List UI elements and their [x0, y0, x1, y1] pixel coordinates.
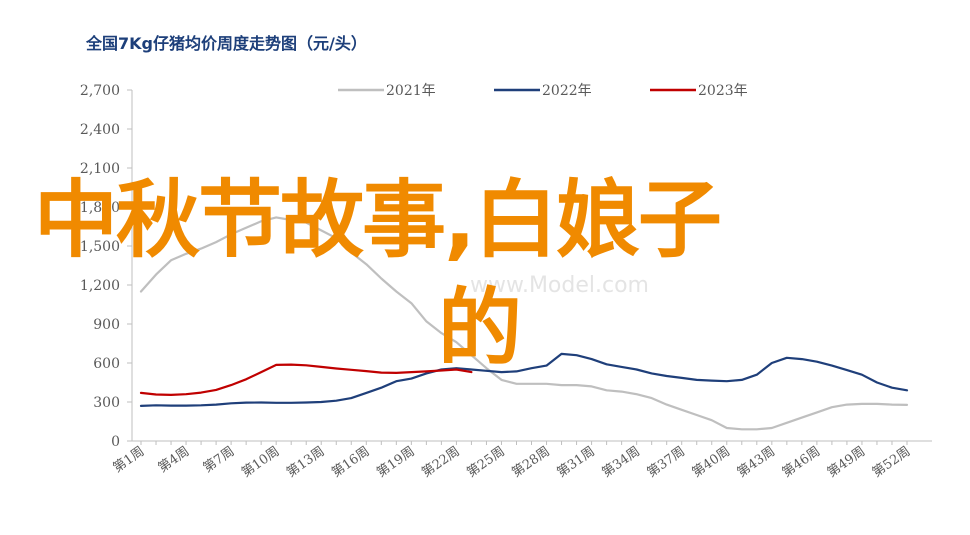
x-tick-label: 第13周 [284, 444, 327, 481]
series-line [139, 216, 909, 431]
y-tick-label: 1,200 [80, 278, 120, 294]
x-tick-label-group: 第31周 [554, 444, 597, 481]
y-tick-label: 1,500 [80, 239, 120, 255]
x-tick-label: 第7周 [201, 444, 238, 476]
y-tick-label: 900 [93, 317, 120, 333]
y-tick-label: 2,400 [80, 122, 120, 138]
y-tick-label: 0 [111, 434, 120, 450]
x-tick-label: 第40周 [690, 444, 733, 481]
chart-title: 全国7Kg仔猪均价周度走势图（元/头） [86, 34, 367, 53]
x-tick-label-group: 第25周 [464, 444, 507, 481]
x-tick-label-group: 第28周 [509, 444, 552, 481]
x-tick-label: 第25周 [464, 444, 507, 481]
x-tick-label: 第4周 [156, 444, 193, 476]
x-tick-label-group: 第52周 [870, 444, 913, 481]
legend-group: 2021年 2022年 2023年 [338, 83, 748, 99]
x-tick-label: 第31周 [554, 444, 597, 481]
x-tick-label: 第46周 [780, 444, 823, 481]
x-tick-label: 第43周 [735, 444, 778, 481]
legend-label: 2023年 [698, 83, 748, 99]
y-tick-label: 300 [93, 395, 120, 411]
x-tick-label-group: 第49周 [825, 444, 868, 481]
series-line [139, 352, 909, 407]
x-tick-label-group: 第16周 [329, 444, 372, 481]
overlay-headline: 中秋节故事,白娘子 [34, 171, 722, 269]
x-tick-label-group: 第43周 [735, 444, 778, 481]
y-tick-label: 2,700 [80, 83, 120, 99]
x-tick-label: 第28周 [509, 444, 552, 481]
x-tick-label-group: 第37周 [645, 444, 688, 481]
x-tick-label: 第22周 [419, 444, 462, 481]
x-tick-label: 第49周 [825, 444, 868, 481]
series-group [139, 216, 909, 431]
x-tick-label-group: 第4周 [156, 444, 193, 476]
x-tick-label-group: 第34周 [599, 444, 642, 481]
series-line [139, 363, 473, 396]
x-tick-label: 第37周 [645, 444, 688, 481]
x-tick-label: 第10周 [239, 444, 282, 481]
overlay-headline-continued: 的 [438, 279, 523, 377]
x-tick-label: 第19周 [374, 444, 417, 481]
x-tick-label-group: 第40周 [690, 444, 733, 481]
legend-label: 2021年 [386, 83, 436, 99]
watermark: www.Model.com [470, 273, 649, 298]
x-tick-label-group: 第13周 [284, 444, 327, 481]
x-tick-label: 第52周 [870, 444, 913, 481]
x-tick-label-group: 第10周 [239, 444, 282, 481]
x-tick-label-group: 第19周 [374, 444, 417, 481]
y-tick-label: 600 [93, 356, 120, 372]
x-tick-label-group: 第7周 [201, 444, 238, 476]
x-tick-label-group: 第46周 [780, 444, 823, 481]
x-tick-label: 第16周 [329, 444, 372, 481]
y-tick-label: 1,800 [80, 200, 120, 216]
x-tick-label: 第34周 [599, 444, 642, 481]
x-tick-label-group: 第22周 [419, 444, 462, 481]
legend-label: 2022年 [542, 83, 592, 99]
y-tick-label: 2,100 [80, 161, 120, 177]
